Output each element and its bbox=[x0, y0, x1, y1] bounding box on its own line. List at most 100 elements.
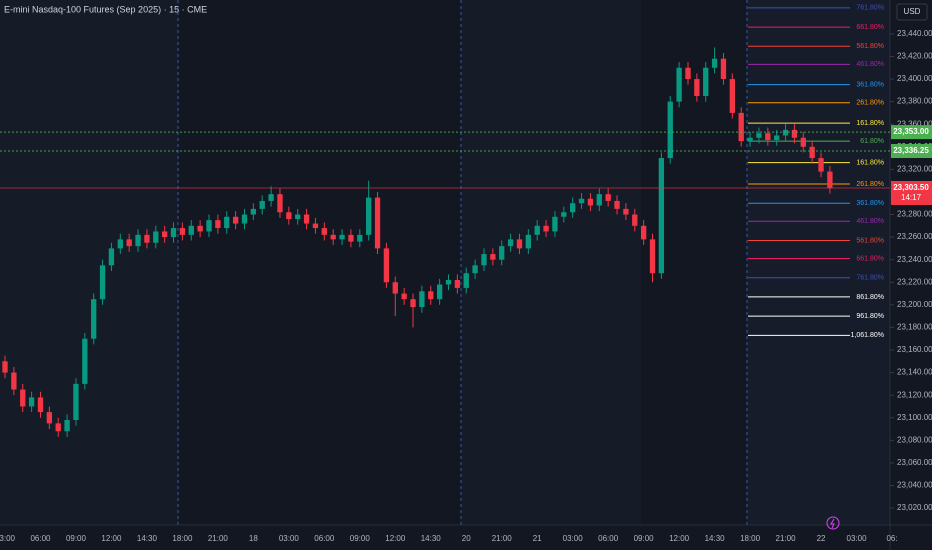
candle-body bbox=[179, 228, 186, 235]
x-tick-label: 18:00 bbox=[172, 534, 193, 543]
candle-body bbox=[676, 67, 682, 102]
candle-body bbox=[507, 239, 514, 247]
x-tick-label: 03:00 bbox=[847, 534, 868, 543]
candle-body bbox=[37, 397, 44, 413]
price-label-box bbox=[891, 125, 932, 140]
candle-body bbox=[454, 280, 461, 288]
candle-body bbox=[82, 338, 88, 384]
candle-body bbox=[419, 291, 425, 308]
candle-body bbox=[91, 299, 97, 339]
x-tick-label: 03:00 bbox=[279, 534, 300, 543]
x-tick-label: 21:00 bbox=[208, 534, 229, 543]
candle-body bbox=[321, 228, 327, 235]
y-tick-label: 23,440.00 bbox=[897, 29, 932, 38]
candle-body bbox=[144, 234, 150, 243]
candle-body bbox=[543, 225, 549, 232]
y-tick-label: 23,240.00 bbox=[897, 255, 932, 264]
y-tick-label: 23,100.00 bbox=[897, 413, 932, 422]
candle-body bbox=[303, 214, 310, 224]
candle-body bbox=[623, 208, 629, 215]
x-tick-label: 06:00 bbox=[30, 534, 51, 543]
alert-bolt bbox=[830, 518, 835, 529]
candle-body bbox=[99, 265, 106, 300]
y-tick-label: 23,320.00 bbox=[897, 164, 932, 173]
x-tick-label: 12:00 bbox=[385, 534, 406, 543]
candle-body bbox=[694, 79, 700, 96]
candle-body bbox=[232, 216, 239, 224]
candle-body bbox=[206, 220, 212, 232]
fib-label: 961.80% bbox=[856, 313, 884, 320]
candle-body bbox=[534, 225, 540, 235]
candle-body bbox=[729, 79, 736, 113]
candle-body bbox=[366, 197, 372, 235]
candle-body bbox=[472, 265, 478, 274]
y-tick-label: 23,200.00 bbox=[897, 300, 932, 309]
fib-label: 561.80% bbox=[856, 43, 884, 50]
candle-body bbox=[374, 197, 381, 249]
y-tick-label: 23,380.00 bbox=[897, 97, 932, 106]
x-tick-label: 06:00 bbox=[314, 534, 335, 543]
x-tick-label: 14:30 bbox=[705, 534, 726, 543]
candle-body bbox=[28, 397, 35, 407]
session-shade bbox=[747, 0, 890, 525]
x-tick-label: 06: bbox=[886, 534, 897, 543]
price-label: 23,353.00 bbox=[893, 127, 929, 136]
currency-box[interactable] bbox=[896, 3, 928, 21]
session-shade bbox=[461, 0, 641, 525]
candle-body bbox=[782, 129, 789, 136]
candle-body bbox=[277, 194, 283, 213]
y-tick-label: 23,020.00 bbox=[897, 503, 932, 512]
candle-body bbox=[685, 67, 691, 80]
chart-title: E-mini Nasdaq-100 Futures (Sep 2025) · 1… bbox=[4, 4, 207, 14]
price-label-box bbox=[891, 144, 932, 159]
fib-label: 461.80% bbox=[856, 61, 884, 68]
x-tick-label: 12:00 bbox=[669, 534, 690, 543]
x-tick-label: 21 bbox=[533, 534, 542, 543]
candle-body bbox=[499, 246, 505, 260]
candle-body bbox=[268, 194, 274, 201]
x-tick-label: 09:00 bbox=[350, 534, 371, 543]
candle-body bbox=[738, 112, 744, 142]
candle-body bbox=[791, 129, 798, 138]
candle-body bbox=[383, 248, 390, 283]
candle-body bbox=[481, 254, 487, 266]
fib-label: 761.80% bbox=[856, 5, 884, 12]
x-tick-label: 03:00 bbox=[0, 534, 16, 543]
fib-label: 261.80% bbox=[856, 100, 884, 107]
candle-body bbox=[587, 198, 594, 206]
candle-body bbox=[809, 146, 815, 159]
y-tick-label: 23,160.00 bbox=[897, 345, 932, 354]
candle-body bbox=[463, 273, 469, 288]
candle-body bbox=[259, 200, 265, 209]
candle-body bbox=[286, 212, 292, 220]
candle-body bbox=[339, 234, 345, 240]
alert-icon[interactable] bbox=[826, 516, 840, 530]
x-tick-label: 20 bbox=[462, 534, 471, 543]
candle-body bbox=[552, 216, 558, 232]
candle-body bbox=[525, 234, 531, 249]
candle-body bbox=[11, 372, 17, 390]
price-label-box bbox=[891, 180, 932, 205]
candle-body bbox=[188, 225, 194, 235]
candle-body bbox=[401, 293, 407, 300]
candle-body bbox=[667, 101, 673, 159]
fib-label: 761.80% bbox=[856, 275, 884, 282]
fib-label: 661.80% bbox=[856, 24, 884, 31]
y-tick-label: 23,180.00 bbox=[897, 323, 932, 332]
y-tick-label: 23,260.00 bbox=[897, 232, 932, 241]
candle-body bbox=[614, 200, 620, 209]
candle-body bbox=[20, 389, 26, 407]
y-tick-label: 23,360.00 bbox=[897, 119, 932, 128]
y-tick-label: 23,220.00 bbox=[897, 277, 932, 286]
x-tick-label: 22 bbox=[817, 534, 826, 543]
fib-label: 161.80% bbox=[856, 159, 884, 166]
x-tick-label: 12:00 bbox=[101, 534, 122, 543]
y-tick-label: 23,120.00 bbox=[897, 390, 932, 399]
candle-body bbox=[436, 284, 443, 300]
currency[interactable]: USD bbox=[904, 7, 921, 16]
x-tick-label: 03:00 bbox=[563, 534, 584, 543]
candle-body bbox=[640, 225, 647, 240]
candle-body bbox=[330, 234, 336, 240]
candle-body bbox=[578, 198, 585, 204]
candle-body bbox=[215, 220, 221, 229]
